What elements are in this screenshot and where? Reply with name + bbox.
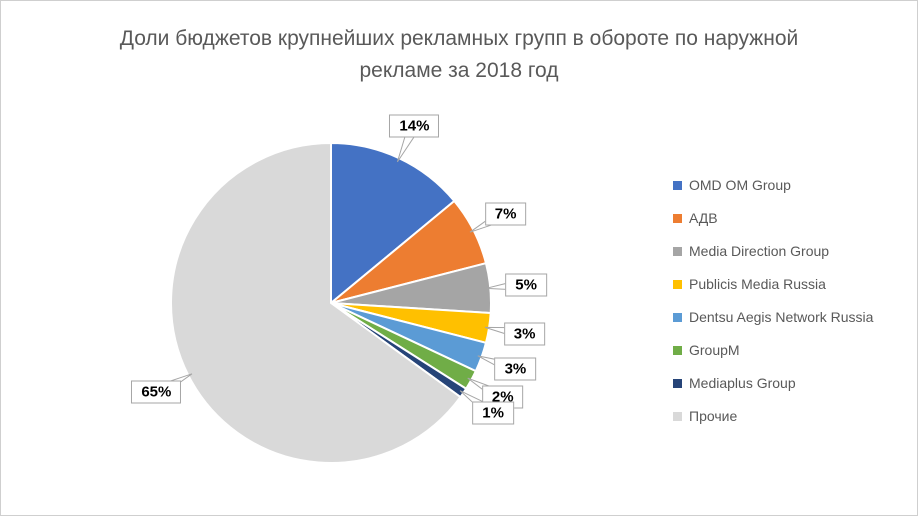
legend-label: GroupM [689,342,740,358]
legend-label: Media Direction Group [689,243,830,259]
legend-label: Прочие [689,408,738,424]
legend-swatch [673,279,682,289]
data-label-Прочие: 65% [131,380,182,404]
chart-legend: OMD OM Group АДВ Media Direction Group Publ… [673,177,873,424]
legend-item-Dentsu Aegis Network Russia: Dentsu Aegis Network Russia [673,309,873,325]
legend-swatch [673,345,682,355]
legend-label: Mediaplus Group [689,375,796,391]
legend-label: Dentsu Aegis Network Russia [689,309,874,325]
legend-item-Прочие: Прочие [673,408,873,424]
data-label-АДВ: 7% [484,202,527,226]
data-label-OMD OM Group: 14% [389,114,440,138]
legend-item-GroupM: GroupM [673,342,873,358]
legend-swatch [673,411,682,421]
legend-item-Mediaplus Group: Mediaplus Group [673,375,873,391]
data-label-Mediaplus Group: 1% [472,401,514,425]
data-label-Media Direction Group: 5% [505,273,547,297]
legend-item-OMD OM Group: OMD OM Group [673,177,873,193]
legend-item-АДВ: АДВ [673,210,873,226]
legend-item-Publicis Media Russia: Publicis Media Russia [673,276,873,292]
legend-swatch [673,378,682,388]
chart-title: Доли бюджетов крупнейших рекламных групп… [119,27,799,82]
legend-swatch [673,312,682,322]
legend-label: Publicis Media Russia [689,276,826,292]
data-label-Publicis Media Russia: 3% [503,322,546,346]
legend-label: АДВ [689,210,718,226]
legend-item-Media Direction Group: Media Direction Group [673,243,873,259]
data-label-Dentsu Aegis Network Russia: 3% [494,357,537,381]
legend-swatch [673,180,682,190]
legend-swatch [673,246,682,256]
legend-swatch [673,213,682,223]
legend-label: OMD OM Group [689,177,791,193]
